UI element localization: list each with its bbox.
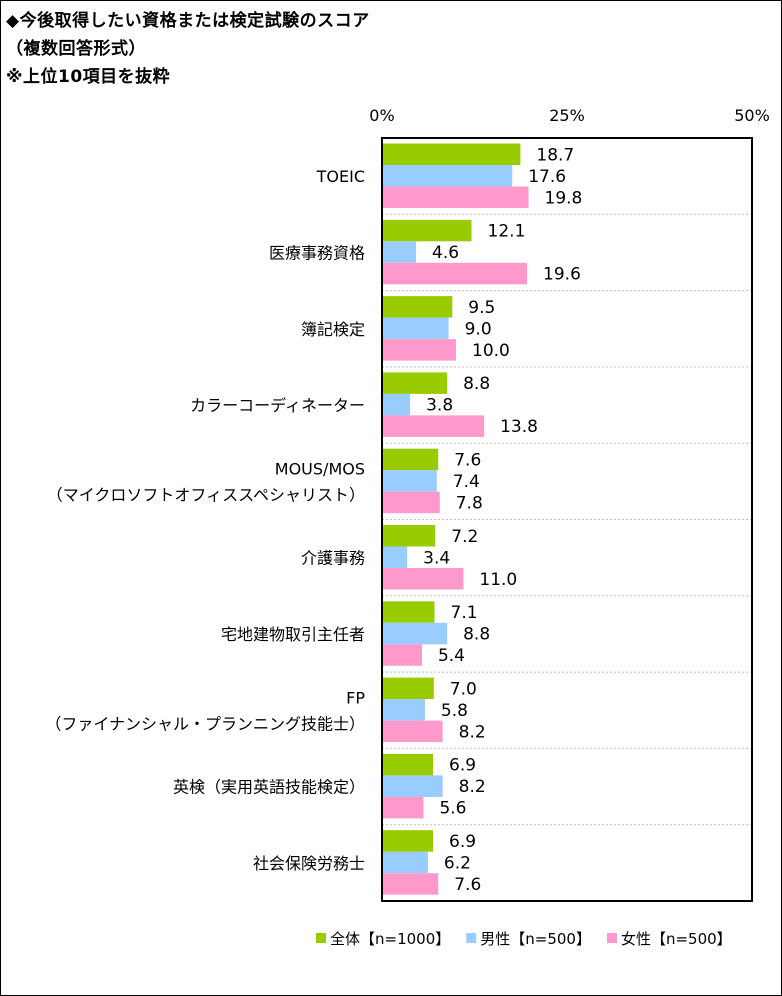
bar-all xyxy=(382,448,439,471)
data-label: 11.0 xyxy=(479,570,517,590)
bar-male xyxy=(382,393,411,416)
category-label: FP xyxy=(346,688,365,707)
category-label: 医療事務資格 xyxy=(269,243,365,262)
data-label: 8.2 xyxy=(459,722,486,742)
data-label: 6.9 xyxy=(449,756,476,776)
category-label: 簿記検定 xyxy=(301,320,365,339)
legend-swatch-male xyxy=(466,933,477,943)
data-label: 7.1 xyxy=(451,603,478,623)
category-label: （マイクロソフトオフィススペシャリスト） xyxy=(47,485,365,504)
bar-all xyxy=(382,753,434,776)
data-label: 6.2 xyxy=(444,853,471,873)
bar-all xyxy=(382,830,434,852)
bar-female xyxy=(382,339,456,361)
bar-female xyxy=(382,873,439,895)
data-label: 6.9 xyxy=(449,832,476,852)
data-label: 7.2 xyxy=(451,527,478,547)
category-label: 社会保険労務士 xyxy=(253,854,365,873)
data-label: 10.0 xyxy=(472,341,510,361)
bar-all xyxy=(382,372,448,394)
bar-female xyxy=(382,796,424,819)
legend-swatch-all xyxy=(316,933,326,943)
bar-male xyxy=(382,546,408,568)
category-label: 英検（実用英語技能検定） xyxy=(173,778,365,797)
bar-all xyxy=(382,143,521,165)
data-label: 7.6 xyxy=(454,450,481,470)
data-label: 9.5 xyxy=(468,298,495,318)
bar-male xyxy=(382,241,417,263)
legend-swatch-female xyxy=(606,933,617,943)
data-label: 19.8 xyxy=(545,188,583,208)
bar-female xyxy=(382,568,464,590)
bar-female xyxy=(382,491,440,514)
bar-male xyxy=(382,699,425,721)
data-label: 5.4 xyxy=(438,646,465,666)
data-label: 8.2 xyxy=(459,777,486,797)
data-label: 5.6 xyxy=(439,799,466,819)
data-label: 8.8 xyxy=(463,374,490,394)
bar-male xyxy=(382,470,437,492)
bar-all xyxy=(382,296,453,318)
bar-all xyxy=(382,677,434,700)
legend-label: 女性【n=500】 xyxy=(621,930,732,948)
category-label: TOEIC xyxy=(316,167,365,186)
bar-female xyxy=(382,415,485,437)
data-label: 17.6 xyxy=(528,167,566,187)
bar-female xyxy=(382,186,529,208)
bar-female xyxy=(382,720,443,743)
data-label: 13.8 xyxy=(500,417,538,437)
data-label: 18.7 xyxy=(536,145,574,165)
category-label: 介護事務 xyxy=(301,549,365,568)
bar-male xyxy=(382,622,448,645)
bar-male xyxy=(382,851,428,874)
bar-all xyxy=(382,219,472,242)
legend-label: 全体【n=1000】 xyxy=(330,930,450,948)
bar-female xyxy=(382,644,422,666)
data-label: 5.8 xyxy=(441,701,468,721)
data-label: 7.6 xyxy=(454,875,481,895)
data-label: 8.8 xyxy=(463,625,490,645)
bar-male xyxy=(382,317,449,340)
chart-subtitle: （複数回答形式） xyxy=(6,39,146,59)
data-label: 7.8 xyxy=(456,493,483,513)
data-label: 3.8 xyxy=(426,396,453,416)
bar-all xyxy=(382,525,436,547)
data-label: 9.0 xyxy=(465,319,492,339)
x-tick-label: 25% xyxy=(549,106,585,125)
bar-male xyxy=(382,775,443,797)
data-label: 7.0 xyxy=(450,679,477,699)
chart-title: ◆今後取得したい資格または検定試験のスコア xyxy=(6,11,370,31)
category-label: MOUS/MOS xyxy=(275,459,365,478)
bar-male xyxy=(382,165,513,187)
data-label: 7.4 xyxy=(453,472,480,492)
legend-label: 男性【n=500】 xyxy=(480,930,591,948)
category-label: カラーコーディネーター xyxy=(190,396,365,415)
bar-female xyxy=(382,262,528,285)
data-label: 12.1 xyxy=(488,222,526,242)
x-tick-label: 0% xyxy=(369,106,394,125)
chart-note: ※上位10項目を抜粋 xyxy=(6,67,171,87)
data-label: 19.6 xyxy=(543,265,581,285)
bar-all xyxy=(382,601,435,623)
data-label: 3.4 xyxy=(423,548,450,568)
category-label: （ファイナンシャル・プランニング技能士） xyxy=(45,714,365,733)
x-tick-label: 50% xyxy=(734,106,770,125)
plot-area-border xyxy=(381,137,753,902)
category-label: 宅地建物取引主任者 xyxy=(221,625,365,644)
data-label: 4.6 xyxy=(432,243,459,263)
